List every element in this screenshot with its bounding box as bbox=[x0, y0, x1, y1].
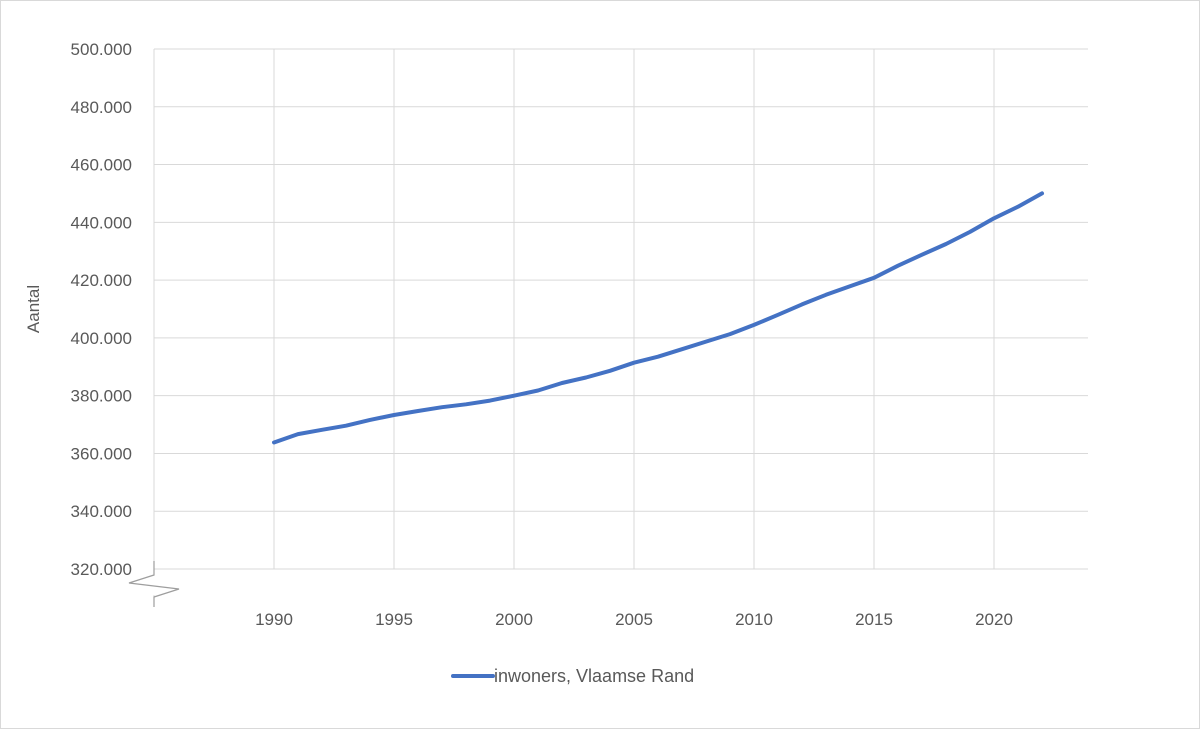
y-tick-label: 440.000 bbox=[71, 213, 132, 232]
axis-break-zigzag bbox=[128, 561, 180, 607]
y-tick-label: 480.000 bbox=[71, 98, 132, 117]
x-tick-label: 2015 bbox=[855, 610, 893, 629]
y-tick-label: 380.000 bbox=[71, 387, 132, 406]
x-tick-label: 2010 bbox=[735, 610, 773, 629]
y-tick-label: 340.000 bbox=[71, 502, 132, 521]
horizontal-gridlines bbox=[154, 48, 1088, 570]
y-tick-label: 400.000 bbox=[71, 329, 132, 348]
y-axis-title: Aantal bbox=[24, 285, 43, 333]
y-tick-label: 360.000 bbox=[71, 444, 132, 463]
x-tick-label: 1995 bbox=[375, 610, 413, 629]
x-tick-label: 2020 bbox=[975, 610, 1013, 629]
y-tick-labels: 320.000 340.000 360.000 380.000 400.000 420.0… bbox=[71, 40, 132, 579]
y-tick-label: 420.000 bbox=[71, 271, 132, 290]
y-tick-label: 460.000 bbox=[71, 156, 132, 175]
legend: inwoners, Vlaamse Rand bbox=[451, 666, 694, 686]
x-tick-label: 2000 bbox=[495, 610, 533, 629]
vertical-gridlines bbox=[273, 49, 995, 569]
x-tick-label: 1990 bbox=[255, 610, 293, 629]
legend-label: inwoners, Vlaamse Rand bbox=[494, 666, 694, 686]
series-layer bbox=[272, 191, 1044, 445]
y-tick-label: 500.000 bbox=[71, 40, 132, 59]
series-line bbox=[272, 191, 1044, 445]
y-tick-label: 320.000 bbox=[71, 560, 132, 579]
x-tick-label: 2005 bbox=[615, 610, 653, 629]
axis-break-symbol bbox=[128, 561, 180, 607]
x-tick-labels: 1990 1995 2000 2005 2010 2015 2020 bbox=[255, 610, 1013, 629]
